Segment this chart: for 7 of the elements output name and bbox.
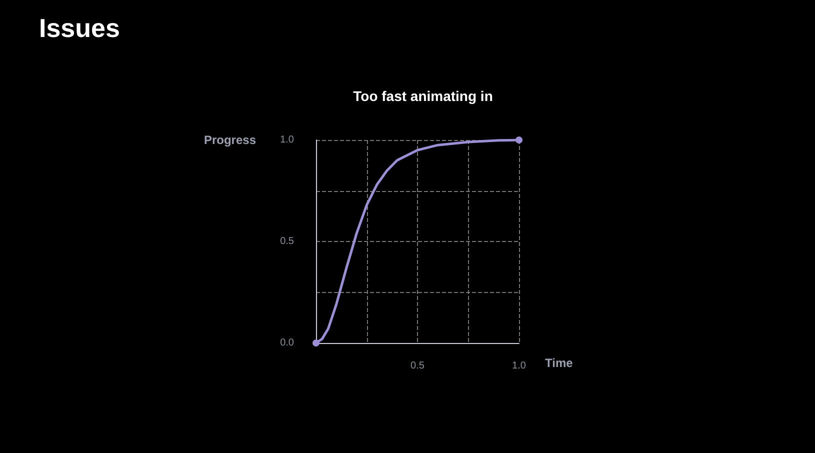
x-axis-title: Time xyxy=(545,356,574,370)
y-tick-label: 0.5 xyxy=(280,236,294,247)
y-tick-label: 1.0 xyxy=(280,134,294,146)
text: Issues xyxy=(39,13,120,43)
y-tick-label: 0.0 xyxy=(280,338,294,348)
chart-subtitle: Too fast animating in xyxy=(353,88,493,104)
y-axis-title: Progress xyxy=(204,133,256,147)
